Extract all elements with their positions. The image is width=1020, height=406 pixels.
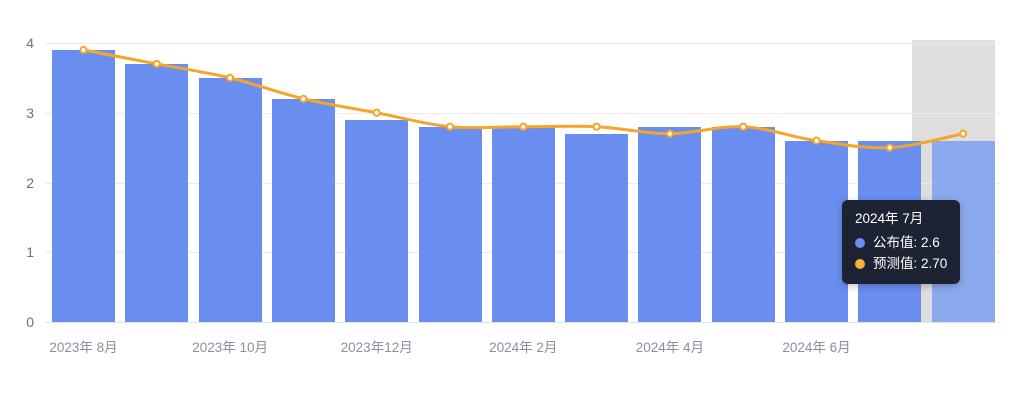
chart-bar[interactable] bbox=[271, 98, 335, 322]
line-marker[interactable] bbox=[739, 122, 748, 131]
x-axis-tick-label: 2024年 6月 bbox=[782, 340, 851, 355]
chart-bar[interactable] bbox=[198, 77, 262, 322]
chart-bar[interactable] bbox=[785, 140, 848, 322]
chart-bar[interactable] bbox=[491, 126, 555, 322]
chart-bar[interactable] bbox=[125, 63, 189, 322]
line-marker[interactable] bbox=[665, 129, 675, 138]
forecast-line-path bbox=[82, 48, 965, 150]
gridline bbox=[45, 112, 1000, 114]
line-marker[interactable] bbox=[152, 59, 161, 69]
line-marker[interactable] bbox=[812, 136, 821, 145]
line-marker[interactable] bbox=[885, 143, 894, 152]
y-axis-tick-label: 2 bbox=[26, 174, 34, 191]
tooltip-series-value: 预测值: 2.70 bbox=[873, 256, 948, 271]
line-marker[interactable] bbox=[372, 108, 381, 117]
tooltip-rows: 公布值: 2.6 预测值: 2.70 bbox=[855, 232, 947, 274]
x-axis-tick-label: 2023年12月 bbox=[340, 340, 413, 355]
gridline bbox=[45, 322, 1000, 323]
tooltip-series-dot-icon bbox=[855, 258, 865, 269]
chart-bar[interactable] bbox=[565, 133, 629, 322]
tooltip-series-dot-icon bbox=[855, 237, 865, 248]
line-marker[interactable] bbox=[226, 73, 235, 82]
chart-bar[interactable] bbox=[345, 119, 409, 322]
x-axis-tick-label: 2023年 10月 bbox=[192, 340, 268, 355]
line-marker[interactable] bbox=[299, 94, 308, 103]
tooltip-title: 2024年 7月 bbox=[855, 211, 924, 226]
line-marker[interactable] bbox=[445, 122, 455, 131]
chart-tooltip: 2024年 7月 公布值: 2.6 预测值: 2.70 bbox=[842, 200, 961, 284]
line-marker[interactable] bbox=[519, 122, 528, 131]
tooltip-row: 公布值: 2.6 bbox=[855, 232, 947, 253]
y-axis-tick-label: 0 bbox=[26, 314, 34, 330]
line-marker[interactable] bbox=[959, 129, 968, 138]
x-axis-tick-label: 2024年 2月 bbox=[489, 340, 558, 355]
gridline bbox=[45, 43, 1000, 44]
y-axis-tick-label: 1 bbox=[26, 244, 34, 261]
y-axis-tick-label: 3 bbox=[26, 104, 34, 121]
forecast-line-markers bbox=[79, 45, 968, 152]
chart-bar[interactable] bbox=[638, 126, 702, 322]
x-axis-tick-label: 2024年 4月 bbox=[635, 340, 705, 355]
chart-bar[interactable] bbox=[52, 49, 115, 322]
tooltip-row: 预测值: 2.70 bbox=[855, 253, 947, 274]
x-axis-tick-label: 2023年 8月 bbox=[49, 340, 118, 355]
line-marker[interactable] bbox=[79, 45, 88, 55]
y-axis-tick-label: 4 bbox=[26, 35, 34, 51]
chart-bar[interactable] bbox=[711, 126, 775, 322]
chart-bar[interactable] bbox=[418, 126, 482, 322]
tooltip-series-value: 公布值: 2.6 bbox=[873, 235, 940, 250]
line-marker[interactable] bbox=[592, 122, 601, 131]
